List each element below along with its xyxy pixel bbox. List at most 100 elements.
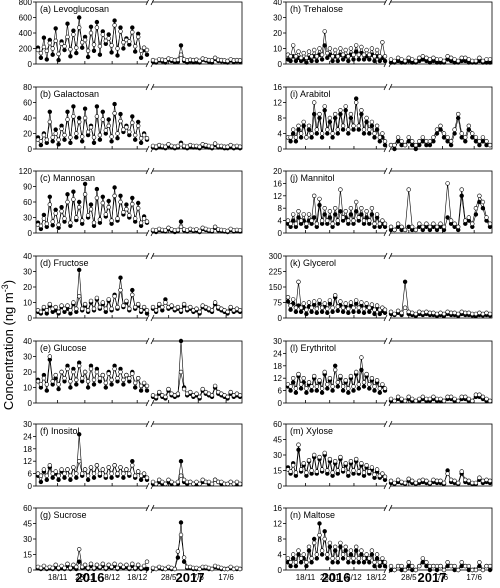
data-point-filled <box>76 267 82 273</box>
data-point-filled <box>74 135 79 140</box>
data-point-open <box>197 481 202 487</box>
data-point-open <box>395 55 401 60</box>
data-point-filled <box>351 57 356 62</box>
data-point-open <box>359 355 364 360</box>
data-point-filled <box>402 279 408 284</box>
data-point-open <box>431 563 436 569</box>
data-point-open <box>166 477 171 482</box>
data-point-open <box>296 442 301 447</box>
data-point-open <box>197 228 202 234</box>
data-point-open <box>121 377 126 382</box>
x-tick-label: 28/5 <box>401 573 417 582</box>
y-tick-label: 0 <box>278 566 283 575</box>
data-point-open <box>53 562 58 567</box>
data-point-open <box>291 297 296 302</box>
axis-break-top-left <box>383 0 387 6</box>
data-point-open <box>194 391 199 396</box>
data-point-open <box>136 376 141 381</box>
data-point-open <box>141 563 147 569</box>
data-point-open <box>127 565 132 571</box>
data-point-filled <box>118 275 123 280</box>
data-point-open <box>41 44 47 50</box>
data-point-open <box>346 470 351 475</box>
data-point-open <box>361 470 367 475</box>
data-point-filled <box>41 35 47 40</box>
data-point-filled <box>372 563 377 569</box>
panel-9: 0 4 8 12 16 (i) Arabitol <box>273 83 493 154</box>
data-point-open <box>144 559 150 564</box>
data-point-filled <box>325 386 330 391</box>
data-point-filled <box>372 135 377 140</box>
axis-break-mask <box>148 170 152 234</box>
y-tick-label: 120 <box>19 167 33 176</box>
data-point-open <box>356 305 361 310</box>
data-point-open <box>487 142 493 148</box>
data-point-open <box>38 139 44 144</box>
data-point-open <box>178 473 184 478</box>
data-point-open <box>377 221 382 226</box>
data-point-open <box>88 561 94 566</box>
panel-4: 0 10 20 30 40 (d) Fructose <box>23 252 243 323</box>
data-point-open <box>291 127 296 132</box>
data-point-open <box>410 396 415 402</box>
data-point-open <box>484 215 489 220</box>
data-point-open <box>144 383 150 389</box>
data-point-open <box>85 308 91 313</box>
data-point-filled <box>330 560 335 565</box>
data-point-filled <box>392 146 397 152</box>
data-point-open <box>106 562 111 567</box>
data-point-filled <box>346 58 351 64</box>
data-point-open <box>402 58 408 64</box>
data-point-open <box>291 463 296 468</box>
y-tick-label: 200 <box>19 45 33 54</box>
data-point-open <box>369 46 375 51</box>
data-point-filled <box>359 111 364 117</box>
data-point-open <box>112 294 117 299</box>
data-point-open <box>44 382 49 387</box>
data-point-open <box>115 565 120 571</box>
data-point-open <box>319 467 325 472</box>
data-point-open <box>487 398 493 404</box>
data-point-open <box>293 560 299 565</box>
data-point-open <box>487 311 493 317</box>
data-point-filled <box>314 310 319 315</box>
data-point-open <box>480 567 486 573</box>
panel-8: 0 10 20 30 40 (h) Trehalose <box>273 0 493 69</box>
data-point-open <box>306 544 312 549</box>
data-point-open <box>388 309 394 314</box>
data-point-filled <box>44 477 49 482</box>
data-point-open <box>100 467 106 472</box>
data-point-open <box>136 562 141 567</box>
data-point-open <box>374 467 380 472</box>
data-point-open <box>317 454 322 460</box>
data-point-open <box>35 471 41 476</box>
data-point-open <box>445 181 450 186</box>
axis-break-bottom-left <box>145 145 150 153</box>
data-point-open <box>109 377 114 382</box>
data-point-open <box>388 396 394 402</box>
data-point-open <box>325 468 330 473</box>
data-point-open <box>209 393 215 398</box>
data-point-open <box>438 396 443 402</box>
data-point-filled <box>296 447 301 452</box>
data-point-open <box>47 301 52 307</box>
data-point-open <box>115 471 120 476</box>
data-point-open <box>91 565 97 571</box>
data-point-open <box>477 560 482 565</box>
data-point-open <box>333 293 338 298</box>
data-point-open <box>456 58 461 64</box>
data-point-filled <box>38 479 44 485</box>
data-point-open <box>127 213 132 218</box>
data-point-open <box>354 43 359 48</box>
y-tick-label: 16 <box>273 179 282 188</box>
data-point-open <box>118 199 123 205</box>
data-point-open <box>322 104 327 109</box>
data-point-filled <box>121 475 126 480</box>
data-point-filled <box>138 55 144 60</box>
data-point-open <box>228 479 233 485</box>
data-point-open <box>296 209 301 214</box>
y-tick-label: 0 <box>28 145 33 154</box>
data-point-open <box>420 477 425 482</box>
data-point-open <box>406 55 411 60</box>
